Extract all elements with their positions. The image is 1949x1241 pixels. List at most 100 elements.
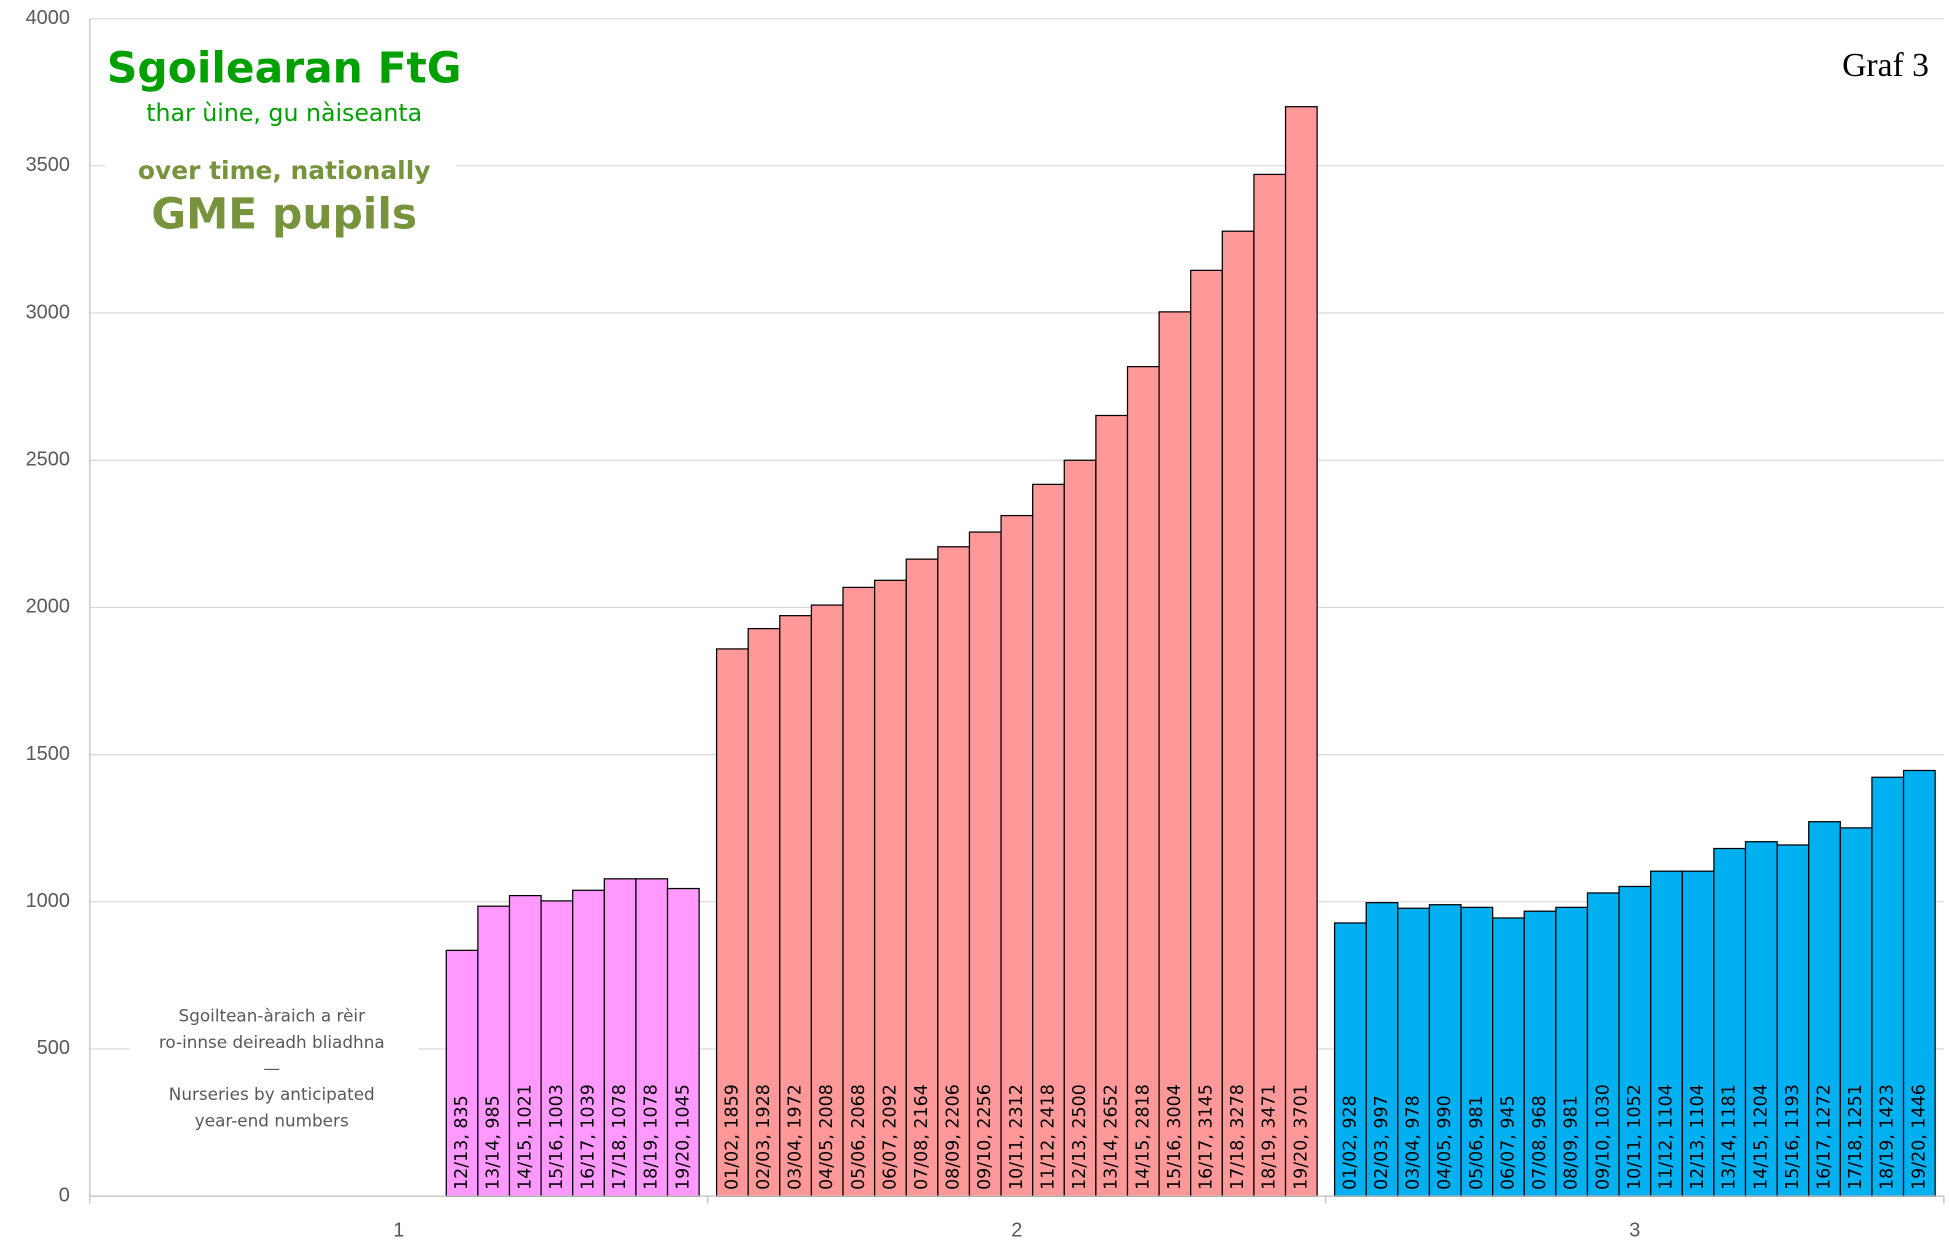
annotation: Sgoiltean-àraich a rèir ro-innse deireadh…: [159, 1006, 385, 1131]
bar: [572, 889, 605, 1197]
bar: [874, 579, 907, 1197]
bar: [1333, 922, 1367, 1197]
bar: [635, 878, 669, 1197]
bar: [1555, 906, 1589, 1197]
bar-label: 13/14, 2652: [1102, 1084, 1122, 1190]
bar-label: 07/08, 2164: [912, 1084, 932, 1190]
bar: [1713, 847, 1747, 1197]
annotation-line: year-end numbers: [195, 1110, 349, 1130]
bar: [1902, 769, 1936, 1197]
x-tick-label: 3: [1629, 1219, 1640, 1241]
bar-label: 17/18, 3278: [1228, 1084, 1248, 1190]
bar-label: 15/16, 1193: [1783, 1084, 1803, 1190]
bar: [1284, 106, 1318, 1197]
bar: [1126, 366, 1160, 1197]
bar-label: 06/07, 2092: [880, 1084, 900, 1190]
bar-label: 01/02, 928: [1340, 1095, 1360, 1190]
bar-label: 19/20, 1446: [1909, 1084, 1929, 1190]
bar-label: 12/13, 2500: [1070, 1084, 1090, 1190]
bar-label: 06/07, 945: [1498, 1095, 1518, 1190]
bar-label: 14/15, 2818: [1133, 1084, 1153, 1190]
bar-label: 11/12, 2418: [1038, 1084, 1058, 1190]
bar-label: 12/13, 1104: [1688, 1084, 1708, 1190]
bar-label: 05/06, 981: [1467, 1095, 1487, 1190]
subtitle: thar ùine, gu nàiseanta: [146, 99, 422, 127]
bar-label: 10/11, 2312: [1007, 1084, 1027, 1190]
annotation-line: Sgoiltean-àraich a rèir: [179, 1006, 366, 1026]
bar: [905, 558, 939, 1197]
bar-label: 19/20, 3701: [1291, 1084, 1311, 1190]
y-tick-label: 0: [59, 1184, 70, 1206]
bar-label: 09/10, 1030: [1593, 1084, 1613, 1190]
bar-label: 01/02, 1859: [722, 1084, 742, 1190]
bar: [1839, 827, 1873, 1197]
bar-label: 03/04, 1972: [786, 1084, 806, 1190]
bar: [1190, 269, 1223, 1197]
y-tick-label: 3500: [26, 154, 70, 176]
bar-label: 13/14, 985: [484, 1095, 504, 1190]
bar: [937, 546, 971, 1197]
y-tick-label: 500: [37, 1037, 70, 1059]
bar-label: 14/15, 1204: [1751, 1084, 1771, 1190]
bar-label: 07/08, 968: [1530, 1095, 1550, 1190]
bar: [1618, 885, 1652, 1197]
bar: [1776, 844, 1810, 1197]
bar: [666, 887, 700, 1197]
chart-label: Graf 3: [1842, 47, 1929, 84]
bar-label: 13/14, 1181: [1720, 1084, 1740, 1190]
bar-label: 16/17, 1272: [1815, 1084, 1835, 1190]
y-tick-label: 3000: [26, 301, 70, 323]
y-tick-label: 4000: [26, 7, 70, 29]
bar: [1744, 841, 1778, 1197]
bar: [1221, 230, 1255, 1197]
bar: [1460, 906, 1494, 1197]
bar-label: 04/05, 2008: [817, 1084, 837, 1190]
plot: 0 500 1000 1500 2000 2500 3000 3500 4000 1 12/13, …: [26, 7, 1945, 1241]
bar-label: 10/11, 1052: [1625, 1084, 1645, 1190]
bar: [1158, 311, 1192, 1197]
y-tick-label: 2000: [26, 596, 70, 618]
bar: [540, 900, 574, 1197]
subtitle: over time, nationally: [138, 156, 431, 185]
bar-label: 08/09, 2206: [944, 1084, 964, 1190]
bar-label: 12/13, 835: [452, 1095, 472, 1190]
bar-label: 15/16, 1003: [547, 1084, 567, 1190]
bar: [715, 648, 749, 1197]
bar-label: 16/17, 1039: [579, 1084, 599, 1190]
x-tick-label: 2: [1011, 1219, 1022, 1241]
bar-label: 11/12, 1104: [1656, 1084, 1676, 1190]
annotation-line: —: [263, 1058, 280, 1078]
bar: [1095, 414, 1129, 1197]
bar-label: 16/17, 3145: [1197, 1084, 1217, 1190]
bar-label: 17/18, 1251: [1846, 1084, 1866, 1190]
bar-label: 08/09, 981: [1562, 1095, 1582, 1190]
chart-title: Sgoilearan FtG: [107, 44, 462, 93]
bar: [1032, 483, 1065, 1197]
bar-label: 02/03, 1928: [754, 1084, 774, 1190]
bar-label: 02/03, 997: [1372, 1095, 1392, 1190]
y-tick-label: 2500: [26, 449, 70, 471]
bar-label: 14/15, 1021: [515, 1084, 535, 1190]
y-tick-label: 1500: [26, 743, 70, 765]
bar: [779, 615, 813, 1197]
bar-label: 05/06, 2068: [849, 1084, 869, 1190]
annotation-line: Nurseries by anticipated: [169, 1084, 375, 1104]
title-english: GME pupils: [151, 189, 417, 238]
bar: [1492, 917, 1525, 1197]
annotation-backdrop: [129, 996, 419, 1137]
x-tick-label: 1: [393, 1219, 404, 1241]
bar: [1397, 907, 1431, 1197]
y-tick-label: 1000: [26, 890, 70, 912]
bar: [1253, 173, 1287, 1197]
bar-label: 15/16, 3004: [1165, 1084, 1185, 1190]
bar-label: 03/04, 978: [1404, 1095, 1424, 1190]
bar-label: 17/18, 1078: [610, 1084, 630, 1190]
bar-label: 09/10, 2256: [975, 1084, 995, 1190]
bar: [842, 586, 876, 1197]
bar-label: 18/19, 3471: [1260, 1084, 1280, 1190]
bar: [1586, 892, 1620, 1197]
bar-label: 04/05, 990: [1435, 1095, 1455, 1190]
bar-label: 18/19, 1423: [1878, 1084, 1898, 1190]
annotation-line: ro-innse deireadh bliadhna: [159, 1032, 385, 1052]
